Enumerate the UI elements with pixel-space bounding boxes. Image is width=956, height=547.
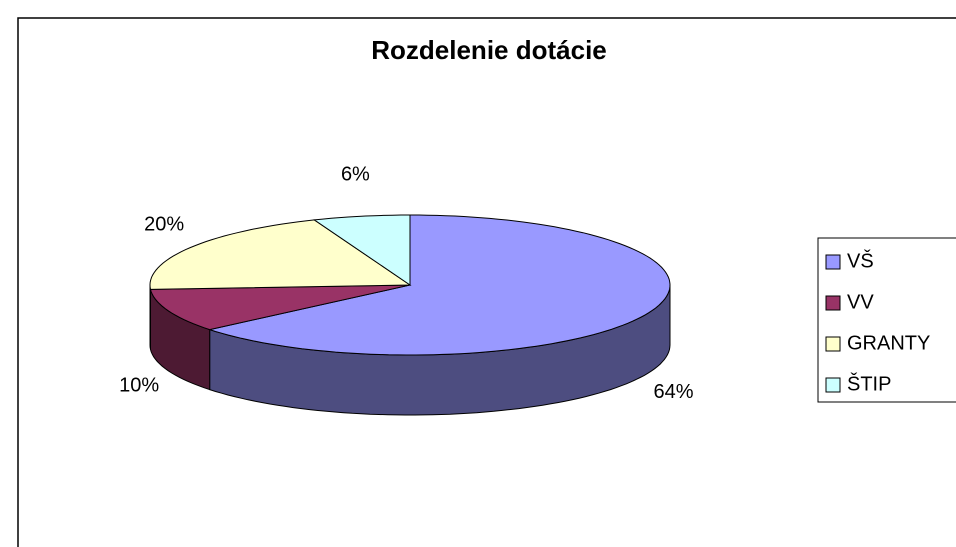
data-label: 6% — [341, 163, 370, 185]
data-label: 64% — [653, 381, 693, 403]
pie-slice — [312, 214, 411, 286]
legend-swatch — [825, 254, 841, 270]
pie-side — [149, 284, 151, 350]
legend-label: VV — [847, 291, 874, 313]
legend-swatch — [825, 295, 841, 311]
legend-label: ŠTIP — [847, 372, 891, 395]
legend-swatch — [825, 377, 841, 393]
legend-box — [817, 237, 956, 403]
legend-swatch — [825, 336, 841, 352]
data-label: 20% — [144, 213, 184, 235]
pie-slice — [207, 214, 671, 356]
data-label: 10% — [119, 374, 159, 396]
pie-slice — [149, 284, 411, 331]
legend-label: GRANTY — [847, 332, 930, 354]
legend-label: VŠ — [847, 249, 874, 272]
chart-title: Rozdelenie dotácie — [371, 35, 607, 65]
pie-slice — [149, 219, 412, 290]
